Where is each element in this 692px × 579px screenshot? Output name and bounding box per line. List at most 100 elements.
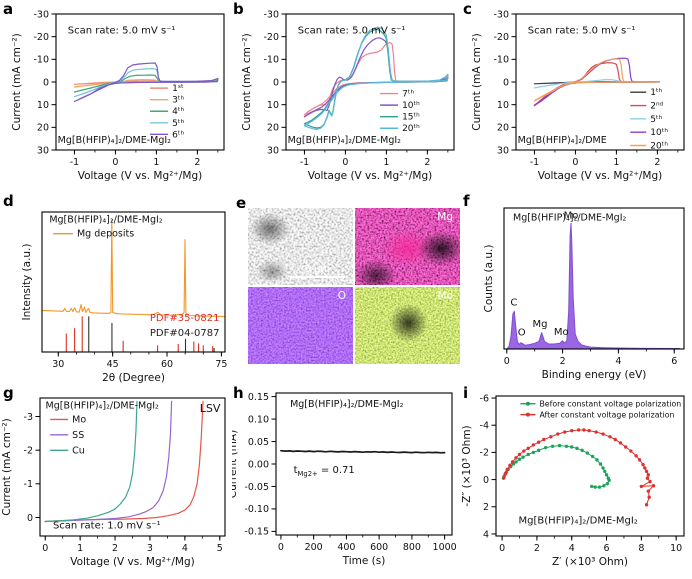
data-point: [603, 470, 606, 473]
chart-text: 0.00: [248, 459, 269, 470]
panel-letter-e: e: [236, 194, 246, 212]
chart-text: 20: [267, 123, 279, 134]
data-point: [624, 445, 627, 448]
data-point: [608, 435, 611, 438]
chart-text: 1000: [433, 542, 457, 553]
scale-bar-label: 5 μm: [304, 264, 330, 275]
annotation: Mg[B(HFIP)₄]₂/DME-MgI₂: [58, 135, 171, 146]
series-5th: [534, 80, 659, 88]
chart-text: 0: [504, 356, 510, 367]
data-point: [601, 432, 604, 435]
series-polarization current: [281, 451, 445, 453]
chart-text: 60: [161, 359, 173, 370]
data-point: [506, 468, 509, 471]
series-15th: [304, 29, 448, 128]
data-point: [652, 484, 655, 487]
eds-map-mo: Mo: [355, 287, 460, 364]
panel-letter-g: g: [3, 384, 14, 402]
chart-text: Voltage (V vs. Mg²⁺/Mg): [70, 556, 195, 568]
panel-letter-b: b: [233, 0, 244, 18]
chart-text: 0: [278, 542, 284, 553]
data-point: [594, 430, 597, 433]
data-point: [551, 445, 554, 448]
mg-dark-region: [355, 260, 397, 285]
chart-text: -0.05: [244, 482, 269, 493]
data-point: [518, 453, 521, 456]
scale-bar: 5 μm: [290, 264, 345, 278]
data-point: [527, 453, 530, 456]
data-point: [582, 428, 585, 431]
annotation: Mg[B(HFIP)₄]₂/DME-MgI₂: [49, 215, 162, 226]
data-point: [647, 489, 650, 492]
panel-letter-f: f: [463, 192, 470, 210]
data-point: [532, 451, 535, 454]
annotation: PDF#04-0787: [150, 328, 220, 339]
data-point: [508, 464, 511, 467]
data-point: [586, 451, 589, 454]
chart-text: Before constant voltage polarization: [539, 400, 681, 409]
data-point: [575, 447, 578, 450]
annotation: Mg: [533, 319, 548, 330]
chart-text: -20: [493, 32, 509, 43]
data-point: [619, 441, 622, 444]
chart-text: 2ⁿᵈ: [650, 102, 663, 112]
chart-text: 20ᵗʰ: [402, 124, 420, 134]
chart-text: 4: [569, 543, 575, 554]
scale-bar-line: [290, 276, 345, 278]
mo-map-label: Mo: [438, 290, 453, 302]
chart-text: -0.15: [244, 527, 269, 538]
chart-text: -4: [480, 421, 489, 432]
chart-text: 20ᵗʰ: [650, 142, 668, 152]
eds-grid: 5 μm Mg O: [248, 208, 460, 364]
chart-text: 2: [194, 157, 200, 168]
chart-text: -10: [493, 55, 509, 66]
series-Before constant voltage polarization: [504, 446, 610, 488]
chart-text: Counts (a.u.): [483, 245, 495, 313]
chart-text: 1ᵗʰ: [650, 88, 662, 98]
chart-text: 5: [217, 543, 223, 554]
chart-text: 0: [27, 513, 33, 524]
sem-image: 5 μm: [248, 208, 353, 285]
data-point: [602, 484, 605, 487]
annotation: LSV: [200, 402, 221, 415]
series-Mo: [45, 401, 203, 521]
annotation: C: [510, 297, 517, 308]
data-point: [527, 447, 530, 450]
chart-text: Current (mA): [232, 430, 239, 498]
chart-text: Voltage (V vs. Mg²⁺/Mg): [538, 170, 663, 182]
chart-text: 0: [43, 77, 49, 88]
chart-text: SS: [72, 430, 84, 441]
plot-frame: [276, 393, 452, 535]
annotation: Scan rate: 1.0 mV s⁻¹: [53, 520, 161, 531]
chart-text: Mo: [72, 414, 86, 425]
data-point: [518, 458, 521, 461]
data-point: [544, 446, 547, 449]
panel-e-sem-eds: e 5 μm: [232, 194, 460, 386]
annotation: Mg[B(HFIP)₄]₂/DME-MgI₂: [46, 400, 159, 411]
data-point: [647, 473, 650, 476]
chart-text: -1: [300, 157, 309, 168]
chart-text: 400: [337, 542, 355, 553]
chart-text: 1: [77, 543, 83, 554]
chart-text: 10: [670, 543, 682, 554]
chart-text: 2: [483, 502, 489, 513]
chart-text: -2: [480, 448, 489, 459]
chart-text: 2: [654, 157, 660, 168]
chart-text: Current (mA cm⁻²): [11, 33, 23, 130]
annotation: PDF#35-0821: [150, 313, 220, 324]
data-point: [511, 460, 514, 463]
chart-text: 2: [534, 543, 540, 554]
chart-text: -1: [70, 157, 79, 168]
data-point: [532, 443, 535, 446]
annotation: O: [518, 328, 526, 339]
chart-text: 10: [497, 100, 509, 111]
series-20th: [304, 27, 448, 129]
